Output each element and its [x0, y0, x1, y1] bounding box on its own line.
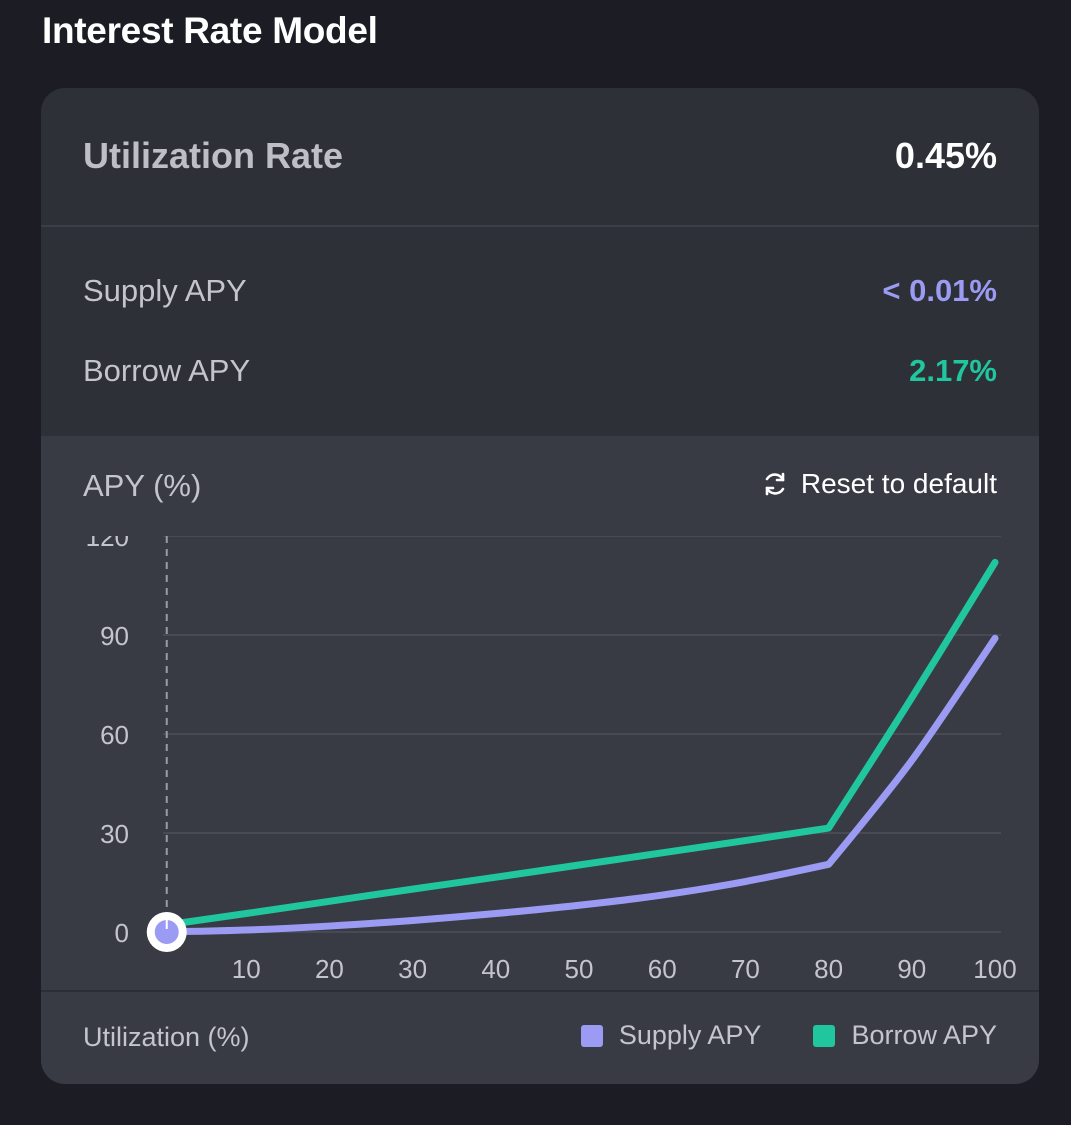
- y-tick-label-120: 120: [86, 536, 129, 552]
- chart-footer: Utilization (%) Supply APY Borrow APY: [41, 990, 1039, 1084]
- page-title: Interest Rate Model: [42, 10, 378, 51]
- utilization-handle-dot[interactable]: [154, 920, 179, 944]
- x-tick-label-20: 20: [315, 954, 344, 984]
- x-tick-label-50: 50: [565, 954, 594, 984]
- reset-to-default-button[interactable]: Reset to default: [761, 464, 997, 504]
- series-line-borrow: [159, 558, 999, 929]
- y-tick-label-0: 0: [115, 918, 129, 948]
- supply-apy-label: Supply APY: [83, 273, 247, 308]
- y-tick-label-90: 90: [100, 621, 129, 651]
- chart-title: APY (%): [83, 468, 202, 503]
- legend-item-supply[interactable]: Supply APY: [580, 1020, 762, 1051]
- x-tick-label-40: 40: [481, 954, 510, 984]
- x-tick-label-10: 10: [232, 954, 261, 984]
- legend-item-borrow[interactable]: Borrow APY: [813, 1020, 997, 1051]
- chart-legend: Supply APY Borrow APY: [529, 1020, 997, 1051]
- x-axis-ticks: 10 20 30 40 50 60 70 80 90 100: [232, 954, 1017, 984]
- apy-chart[interactable]: 0 30 60 90 120 10 20 30 40 50 60 70 80 90 100: [41, 536, 1039, 990]
- x-tick-label-60: 60: [648, 954, 677, 984]
- x-tick-label-90: 90: [897, 954, 926, 984]
- x-tick-label-80: 80: [814, 954, 843, 984]
- legend-label-borrow: Borrow APY: [851, 1020, 997, 1050]
- y-axis-ticks: 0 30 60 90 120: [86, 536, 129, 948]
- x-tick-label-70: 70: [731, 954, 760, 984]
- x-tick-label-30: 30: [398, 954, 427, 984]
- borrow-apy-label: Borrow APY: [83, 353, 251, 388]
- series-line-supply: [159, 634, 999, 936]
- y-tick-label-60: 60: [100, 720, 129, 750]
- grid-lines: [163, 536, 1001, 933]
- borrow-swatch-icon: [813, 1024, 836, 1047]
- reset-label: Reset to default: [800, 468, 997, 499]
- utilization-handle[interactable]: [146, 912, 187, 952]
- series-lines: [159, 558, 999, 936]
- utilization-row: Utilization Rate 0.45%: [41, 88, 1039, 227]
- y-tick-label-30: 30: [100, 819, 129, 849]
- legend-label-supply: Supply APY: [618, 1020, 762, 1050]
- supply-swatch-icon: [580, 1024, 603, 1047]
- borrow-apy-value: 2.17%: [909, 353, 997, 388]
- utilization-label: Utilization Rate: [83, 135, 344, 176]
- x-tick-label-100: 100: [973, 954, 1016, 984]
- chart-section: APY (%) Reset to default 0 30 60 90 120 10 20…: [41, 436, 1039, 1084]
- refresh-icon: [765, 472, 785, 496]
- x-axis-title: Utilization (%): [83, 1022, 250, 1052]
- interest-rate-card: Utilization Rate 0.45% Supply APY < 0.01…: [41, 88, 1039, 1084]
- utilization-value: 0.45%: [894, 135, 997, 176]
- supply-apy-value: < 0.01%: [882, 273, 997, 308]
- apy-section: Supply APY < 0.01% Borrow APY 2.17%: [41, 227, 1039, 436]
